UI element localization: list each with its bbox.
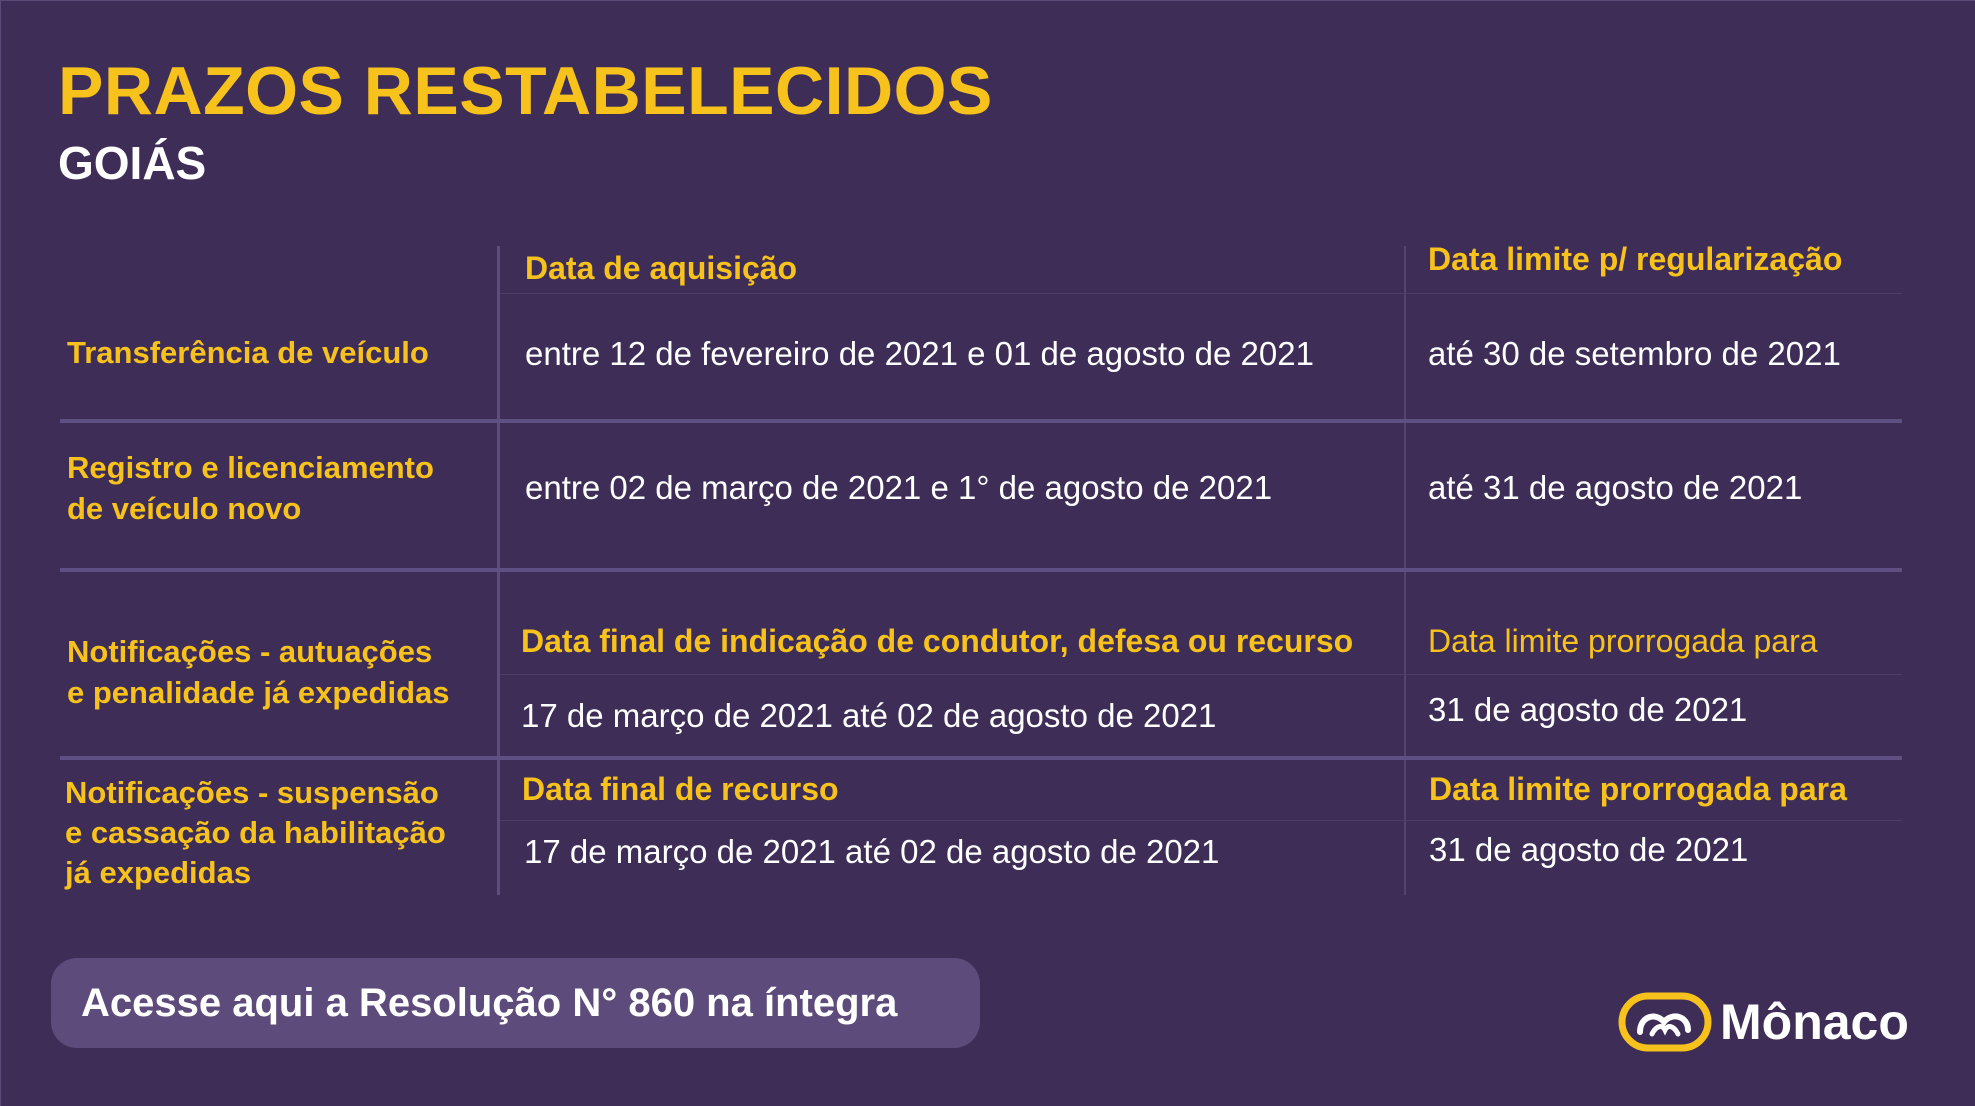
page-title: PRAZOS RESTABELECIDOS	[58, 53, 993, 129]
header-divider-row4	[500, 820, 1902, 821]
row-divider-1	[60, 419, 1902, 423]
row-divider-3	[60, 756, 1902, 760]
logo-wordmark: Mônaco	[1720, 994, 1909, 1050]
resolution-860-link-button[interactable]: Acesse aqui a Resolução N° 860 na íntegr…	[51, 958, 980, 1048]
monaco-logo: Mônaco	[1618, 990, 1909, 1054]
row-label-notifications-suspension-line2: e cassação da habilitação	[65, 815, 446, 850]
column-header-extended-deadline: Data limite prorrogada para	[1429, 771, 1847, 807]
period-value: 17 de março de 2021 até 02 de agosto de …	[521, 697, 1217, 734]
row-label-notifications-penalties-line2: e penalidade já expedidas	[67, 675, 450, 710]
column-header-final-appeal-date: Data final de recurso	[522, 771, 839, 807]
header-divider-row3	[500, 674, 1902, 675]
column-header-final-date-indication: Data final de indicação de condutor, def…	[521, 623, 1354, 659]
extended-deadline-value: 31 de agosto de 2021	[1428, 691, 1748, 728]
period-value: 17 de março de 2021 até 02 de agosto de …	[524, 833, 1220, 870]
row-label-registration-line1: Registro e licenciamento	[67, 450, 434, 485]
column-header-extended-deadline: Data limite prorrogada para	[1428, 623, 1818, 659]
acquisition-period-value: entre 02 de março de 2021 e 1° de agosto…	[525, 469, 1273, 506]
header-divider-row1	[500, 293, 1902, 294]
page-subtitle: GOIÁS	[58, 137, 207, 189]
row-label-notifications-suspension-line3: já expedidas	[65, 855, 252, 890]
row-label-notifications-suspension-line1: Notificações - suspensão	[65, 775, 439, 810]
acquisition-period-value: entre 12 de fevereiro de 2021 e 01 de ag…	[525, 335, 1314, 372]
row-label-notifications-penalties-line1: Notificações - autuações	[67, 634, 433, 669]
column-header-deadline: Data limite p/ regularização	[1428, 241, 1843, 277]
row-label-registration-line2: de veículo novo	[67, 491, 302, 526]
deadline-value: até 30 de setembro de 2021	[1428, 335, 1841, 372]
column-header-acquisition: Data de aquisição	[525, 250, 798, 286]
extended-deadline-value: 31 de agosto de 2021	[1429, 831, 1749, 868]
deadline-value: até 31 de agosto de 2021	[1428, 469, 1803, 506]
row-label-transfer: Transferência de veículo	[67, 335, 429, 370]
row-divider-2	[60, 568, 1902, 572]
monaco-logo-icon	[1618, 992, 1712, 1052]
